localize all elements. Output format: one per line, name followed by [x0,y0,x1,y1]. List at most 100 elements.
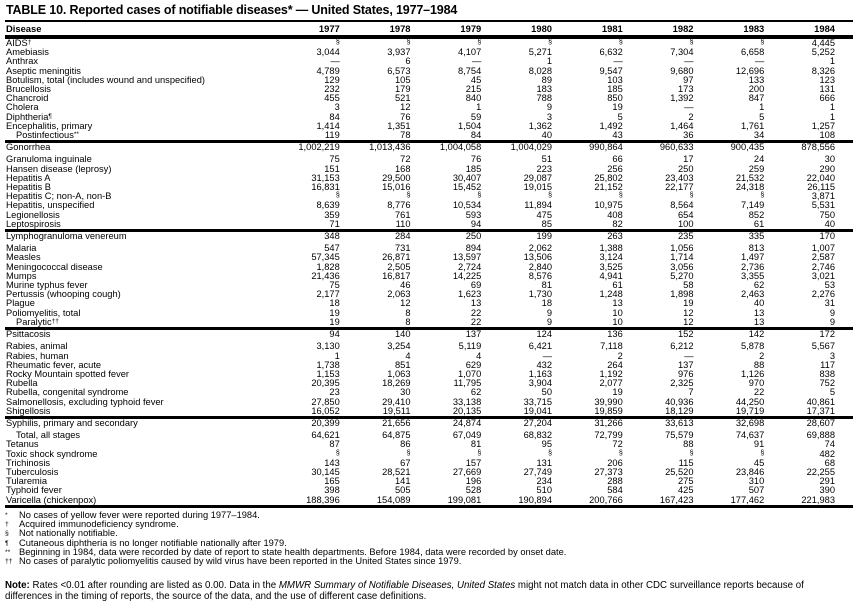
value-cell: — [684,350,694,361]
value-cell: 408 [607,209,623,220]
value-cell: — [754,56,765,67]
value-cell: 5 [617,111,623,122]
footnote-marker: ¶ [48,112,52,120]
value-cell: 6,421 [528,341,552,352]
value-cell: 10,975 [594,200,623,211]
footnote: § Not nationally notifiable. [5,529,853,538]
table-row: Cholera 3 12 1 9 19—1 1 [5,102,853,113]
value-cell: § [641,192,712,201]
value-cell: 167,423 [659,494,694,505]
disease-label: Total, all stages [16,430,81,441]
value-cell: 117 [820,359,835,370]
value-cell: 28,607 [806,417,835,428]
not-notifiable-mark: § [760,192,765,200]
value-cell: 40 [541,130,552,141]
value-cell: 654 [677,209,694,220]
value-cell: 95 [541,439,552,450]
value-cell: § [712,192,783,201]
not-notifiable-mark: § [618,192,623,200]
disease-label: Salmonellosis, excluding typhoid fever [6,396,164,407]
value-cell: 19 [612,102,623,113]
note-paragraph: Note: Rates <0.01 after rounding are lis… [5,580,853,603]
value-cell: 115 [678,457,694,468]
value-cell: 4 [405,350,411,361]
column-header-year-1979: 1979 [460,23,482,34]
table-row: Chancroid 455 521 840 788 850 1,392 847 666 [5,93,853,104]
value-cell: 1,153 [316,368,340,379]
value-cell: § [287,450,358,459]
value-cell: 154,089 [376,494,411,505]
table-row: AIDS† § § § § § § § 4,445 [5,37,853,48]
value-cell: 19,511 [382,405,411,416]
disease-label: Cholera [6,102,39,113]
value-cell: 142 [748,329,765,340]
value-cell: 57,345 [311,252,340,263]
value-cell: 20,135 [452,405,482,416]
value-cell: 30,145 [311,466,340,477]
value-cell: 894 [465,243,482,254]
disease-label: Gonorrhea [6,142,51,153]
table-row: Aseptic meningitis 4,789 6,573 8,754 8,028 9,… [5,65,853,76]
value-cell: 6 [405,56,411,67]
value-cell: 18,269 [382,378,411,389]
not-notifiable-mark: § [406,449,411,457]
table-row: Mumps 21,436 16,817 14,225 8,576 4,941 5,270 3,… [5,270,853,281]
value-cell: 59 [470,111,482,122]
value-cell: 259 [748,163,765,174]
value-cell: 40 [753,298,765,309]
value-cell: 263 [607,231,623,242]
value-cell: 188,396 [306,494,340,505]
value-cell: 140 [394,329,411,340]
note-italic-title: MMWR Summary of Notifiable Diseases, Uni… [278,579,516,591]
value-cell: 84 [470,130,482,141]
value-cell: 168 [394,163,411,174]
not-notifiable-mark: § [618,449,623,457]
value-cell: 137 [677,359,694,370]
value-cell: 5,878 [740,341,765,352]
value-cell: 335 [748,231,765,242]
not-notifiable-mark: § [406,192,411,200]
footnote-marker: † [27,39,32,46]
value-cell: 1,714 [670,252,694,263]
value-cell: 61 [612,280,623,291]
not-notifiable-mark: § [477,192,482,200]
value-cell: 2,463 [740,289,765,300]
value-cell: 173 [677,84,694,95]
value-cell: 990,864 [589,142,623,153]
disease-label: AIDS† [6,38,32,48]
value-cell: 7,304 [670,47,694,58]
value-cell: 3,021 [811,270,835,281]
value-cell: 1 [476,102,482,113]
disease-label: Postinfectious** [16,130,79,141]
value-cell: 12 [683,307,694,318]
disease-label: Murine typhus fever [6,280,88,291]
disease-label: Chancroid [6,93,49,104]
footnote-marker: ** [73,131,79,139]
value-cell: 788 [536,93,552,104]
value-cell: 232 [324,84,340,95]
value-cell: 4,107 [457,47,482,58]
value-cell: 26,115 [807,182,835,193]
value-cell: 8,028 [528,65,552,76]
value-cell: 455 [324,93,340,104]
value-cell: 4,445 [811,38,835,48]
value-cell: 12 [683,316,694,327]
value-cell: 1,257 [811,120,835,131]
disease-label: Syphilis, primary and secondary [6,417,138,428]
value-cell: 1,248 [599,289,623,300]
value-cell: 27,669 [452,466,482,477]
footnote-marker: †† [51,317,59,325]
value-cell: 1 [829,56,835,67]
table-row: Rheumatic fever, acute 1,738 851 629 432 264 1… [5,359,853,370]
value-cell: 185 [607,84,623,95]
value-cell: 1,056 [670,243,694,254]
value-cell: 8,776 [387,200,411,211]
value-cell: 1,504 [457,120,482,131]
value-cell: 32,698 [735,417,765,428]
value-cell: 9 [546,316,552,327]
value-cell: 11,894 [524,200,552,211]
footnotes: * No cases of yellow fever were reported … [5,510,853,567]
value-cell: 78 [400,130,411,141]
table-row: Botulism, total (includes wound and unsp… [5,75,853,85]
